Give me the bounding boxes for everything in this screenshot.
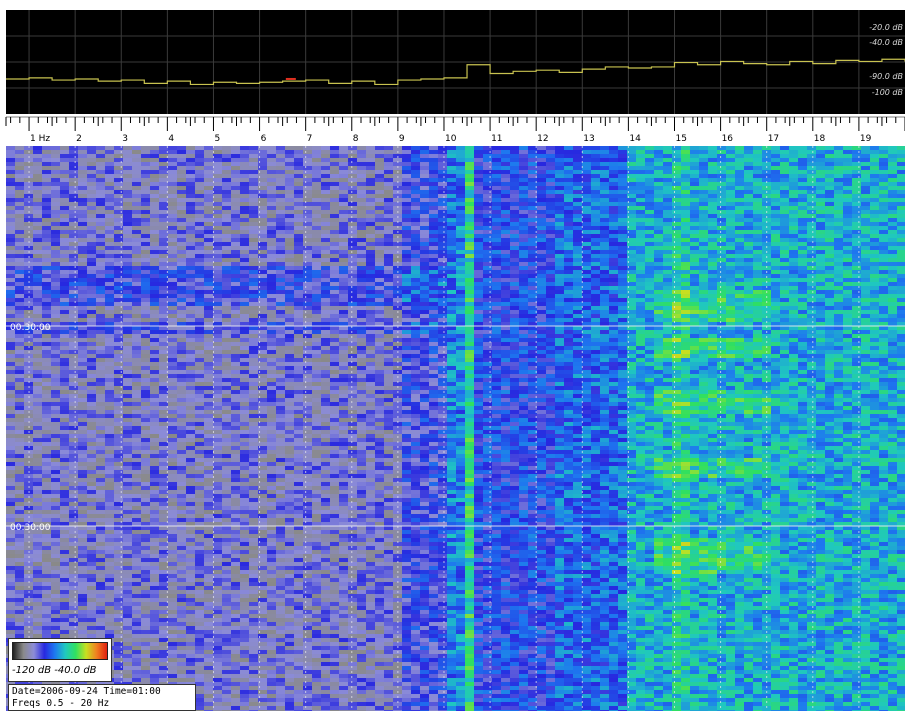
frequency-ruler (6, 114, 905, 146)
color-scale-legend: -120 dB -40.0 dB (8, 638, 112, 682)
frequency-tick-label: 8 (353, 134, 359, 144)
frequency-tick-label: 6 (261, 134, 267, 144)
frequency-tick-label: 7 (307, 134, 313, 144)
color-scale-labels: -120 dB -40.0 dB (12, 665, 108, 676)
spectrum-trace-line (6, 58, 905, 86)
frequency-tick-label: 14 (629, 134, 641, 144)
spectrum-grid (6, 10, 905, 114)
frequency-tick-label: 12 (537, 134, 548, 144)
frequency-tick-label: 11 (491, 134, 502, 144)
frequency-tick-label: 5 (214, 134, 220, 144)
color-scale-max-label: -40.0 dB (54, 665, 97, 676)
spectrum-db-label: -100 dB (872, 88, 903, 97)
frequency-tick-label: 17 (768, 134, 779, 144)
frequency-tick-label: 19 (860, 134, 872, 144)
frequency-tick-label: 18 (814, 134, 826, 144)
color-scale-bar (12, 642, 108, 660)
frequency-tick-label: 15 (675, 134, 686, 144)
info-date-time: Date=2006-09-24 Time=01:00 (12, 686, 161, 697)
frequency-tick-label: 1 Hz (30, 134, 50, 144)
frequency-ruler-ticks (5, 116, 905, 131)
spectrum-db-label: -20.0 dB (869, 23, 903, 32)
frequency-tick-label: 4 (168, 134, 174, 144)
info-frequency-range: Freqs 0.5 - 20 Hz (12, 698, 110, 709)
frequency-tick-label: 3 (122, 134, 128, 144)
spectrum-db-labels: -20.0 dB -40.0 dB -90.0 dB -100 dB (869, 23, 903, 97)
frequency-tick-label: 10 (445, 134, 457, 144)
color-scale-min-label: -120 dB (12, 665, 52, 676)
spectrum-db-label: -40.0 dB (869, 38, 903, 47)
spectrum-db-label: -90.0 dB (869, 72, 903, 81)
frequency-tick-label: 13 (583, 134, 594, 144)
frequency-tick-label: 2 (76, 134, 82, 144)
waterfall-heatmap (6, 146, 905, 711)
frequency-ruler-labels: 1 Hz 2 3 4 5 6 7 8 9 10 11 12 13 14 15 16 17 18 19 (30, 134, 872, 144)
frequency-tick-label: 16 (722, 134, 734, 144)
info-box: Date=2006-09-24 Time=01:00 Freqs 0.5 - 2… (8, 684, 196, 711)
frequency-tick-label: 9 (399, 134, 405, 144)
